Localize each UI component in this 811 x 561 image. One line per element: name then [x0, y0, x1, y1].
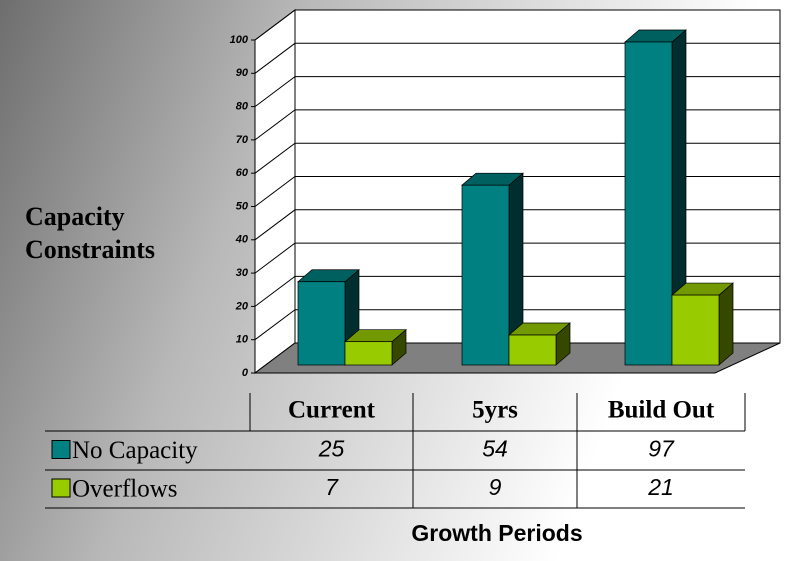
bar-front [508, 334, 557, 366]
x-tick-label: Current [288, 397, 376, 424]
bar [624, 29, 687, 366]
table-value: 9 [489, 474, 502, 500]
table-value: 21 [647, 474, 674, 500]
bar-side [718, 282, 734, 366]
bar [508, 322, 571, 366]
grid-line [254, 176, 780, 207]
y-axis-title: Capacity Constraints [25, 202, 156, 264]
table-value: 7 [325, 474, 339, 500]
grid-line [254, 309, 780, 341]
grid-line [254, 42, 780, 74]
y-tick-label: 30 [236, 267, 249, 279]
y-tick-label: 0 [242, 367, 249, 379]
y-tick-label: 50 [236, 200, 249, 212]
bar [344, 328, 407, 366]
bar [461, 172, 524, 366]
legend-key [51, 440, 71, 459]
table-value: 97 [648, 436, 675, 462]
grid-line [254, 76, 780, 107]
bar [671, 282, 734, 366]
bar [297, 268, 360, 366]
grid-line [254, 109, 780, 141]
y-tick-label: 40 [235, 234, 249, 246]
grid-line [254, 142, 780, 174]
y-tick-label: 60 [236, 167, 249, 179]
grid-line [254, 209, 780, 241]
y-tick-label: 100 [230, 34, 249, 46]
bar-front [671, 294, 720, 366]
legend-label: Overflows [72, 476, 178, 503]
y-tick-label: 10 [236, 334, 249, 346]
x-tick-label: 5yrs [472, 397, 518, 424]
y-tick-label: 80 [236, 101, 249, 113]
grid-line [254, 9, 780, 41]
bar-front [461, 184, 510, 366]
y-tick-label: 70 [236, 134, 249, 146]
y-tick-label: 90 [236, 67, 249, 79]
grid-line [254, 275, 780, 307]
bar-front [297, 281, 346, 366]
legend-key [51, 478, 71, 498]
grid-line [254, 242, 780, 274]
legend-label: No Capacity [72, 437, 198, 464]
table-value: 54 [482, 436, 508, 462]
y-tick-label: 20 [235, 300, 249, 312]
x-axis-title: Growth Periods [411, 520, 582, 546]
bar-front [344, 341, 393, 366]
table-value: 25 [318, 436, 345, 462]
bar-front [624, 41, 673, 366]
x-tick-label: Build Out [608, 397, 715, 424]
